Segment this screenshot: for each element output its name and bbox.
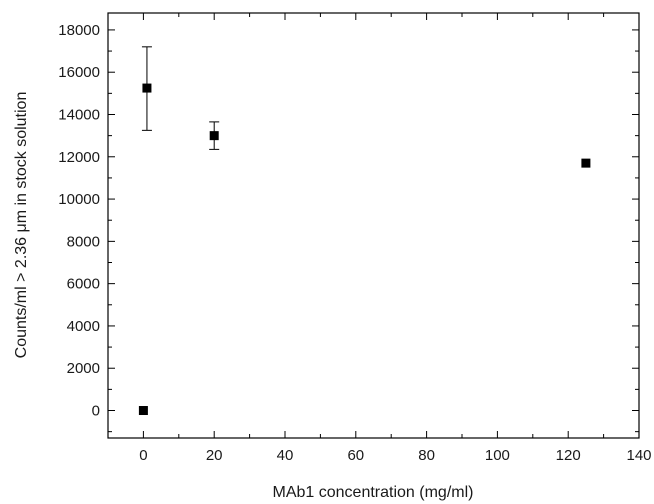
axis-tick-labels: 0 20 40 60 80 100 120 140 0 2000 4000 6000 8000 10000… [58,22,651,464]
y-tick-label: 4000 [67,318,100,335]
data-point [138,406,148,416]
y-tick-label: 6000 [67,276,100,293]
x-tick-label: 60 [347,447,364,464]
y-tick-label: 12000 [58,149,100,166]
y-tick-label: 2000 [67,360,100,377]
y-tick-label: 0 [92,403,100,420]
x-tick-label: 40 [277,447,294,464]
y-tick-label: 16000 [58,64,100,81]
data-point [142,83,152,93]
x-tick-label: 80 [418,447,435,464]
x-tick-label: 0 [139,447,147,464]
x-tick-label: 120 [556,447,581,464]
data-point [581,158,591,168]
data-points [138,83,591,416]
y-tick-label: 14000 [58,106,100,123]
error-bars [141,46,220,150]
x-tick-label: 100 [485,447,510,464]
y-tick-label: 10000 [58,191,100,208]
y-axis-label: Counts/ml > 2.36 μm in stock solution [13,92,30,359]
data-point [209,131,219,141]
x-axis-label: MAb1 concentration (mg/ml) [273,484,474,501]
x-tick-label: 140 [626,447,651,464]
y-tick-label: 8000 [67,233,100,250]
y-tick-label: 18000 [58,22,100,39]
x-tick-label: 20 [206,447,223,464]
axis-ticks [107,13,640,438]
plot-frame [107,12,640,439]
